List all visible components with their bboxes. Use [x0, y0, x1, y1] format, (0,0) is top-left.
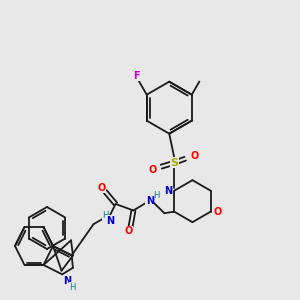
Text: O: O [214, 207, 222, 217]
Text: N: N [106, 215, 114, 226]
Text: H: H [153, 191, 159, 200]
Text: N: N [146, 196, 154, 206]
Text: S: S [170, 158, 178, 168]
Text: H: H [69, 283, 75, 292]
Text: F: F [133, 70, 140, 80]
Text: O: O [124, 226, 133, 236]
Text: O: O [190, 151, 198, 161]
Text: N: N [63, 276, 71, 286]
Text: H: H [102, 211, 109, 220]
Text: N: N [164, 186, 172, 196]
Text: O: O [148, 165, 156, 175]
Text: O: O [97, 183, 105, 193]
